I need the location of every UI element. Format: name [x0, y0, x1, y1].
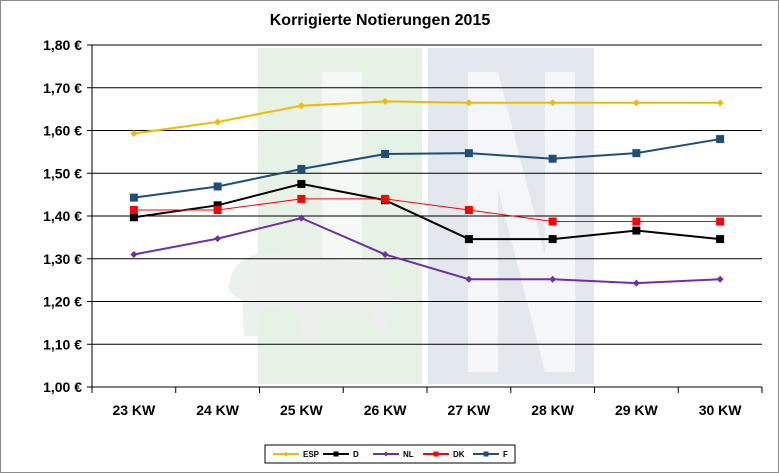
data-point	[632, 217, 641, 226]
y-tick-label: 1,60 €	[43, 123, 82, 139]
data-point	[213, 201, 222, 210]
series-esp	[130, 97, 724, 137]
data-point	[297, 164, 306, 173]
chart-title: Korrigierte Notierungen 2015	[270, 12, 491, 29]
watermark-pig-silhouette	[228, 253, 393, 340]
legend-swatch-marker	[383, 451, 389, 457]
series-line-dk	[133, 198, 721, 223]
data-point	[214, 235, 222, 243]
x-tick-label: 28 KW	[531, 402, 575, 418]
series-line-esp	[133, 100, 721, 135]
legend-label: D	[353, 450, 359, 459]
data-point	[549, 275, 557, 283]
data-point	[297, 102, 305, 110]
data-point	[632, 279, 640, 287]
data-point	[716, 135, 725, 144]
data-point	[214, 118, 222, 126]
data-point	[716, 99, 724, 107]
x-tick-label: 29 KW	[615, 402, 659, 418]
data-point	[716, 275, 724, 283]
data-point	[632, 149, 641, 158]
data-point	[465, 275, 473, 283]
x-tick-label: 26 KW	[364, 402, 408, 418]
data-point	[716, 217, 725, 226]
data-point	[548, 154, 557, 163]
y-tick-label: 1,40 €	[43, 208, 82, 224]
y-axis-ticks: 1,00 € 1,10 € 1,20 € 1,30 € 1,40 € 1,50 € 1,60…	[43, 37, 92, 395]
data-point	[716, 235, 725, 244]
y-tick-label: 1,20 €	[43, 294, 82, 310]
x-tick-label: 24 KW	[196, 402, 240, 418]
data-point	[129, 206, 138, 215]
data-point	[297, 194, 306, 203]
series-nl	[130, 214, 724, 287]
y-tick-label: 1,70 €	[43, 80, 82, 96]
data-point	[297, 214, 305, 222]
series-lines	[129, 97, 725, 287]
x-tick-label: 27 KW	[447, 402, 491, 418]
watermark-letter-i	[322, 72, 362, 292]
data-point	[632, 99, 640, 107]
legend-label: F	[503, 450, 508, 459]
data-point	[548, 235, 557, 244]
data-point	[213, 206, 222, 215]
data-point	[549, 99, 557, 107]
data-point	[465, 99, 473, 107]
legend-label: NL	[403, 450, 414, 459]
x-tick-label: 25 KW	[280, 402, 324, 418]
x-axis-ticks: 23 KW 24 KW 25 KW 26 KW 27 KW 28 KW 29 KW 30 KW	[91, 387, 763, 418]
legend: ESP D NL DK F	[264, 444, 516, 464]
legend-swatch-marker	[483, 451, 489, 457]
grid-lines	[92, 44, 762, 388]
legend-label: DK	[453, 450, 465, 459]
series-line-d	[133, 182, 721, 241]
data-point	[130, 129, 138, 137]
data-point	[297, 179, 306, 188]
legend-swatch-marker	[283, 451, 289, 457]
data-point	[548, 217, 557, 226]
data-point	[130, 250, 138, 258]
data-point	[381, 250, 389, 258]
legend-swatch-marker	[333, 451, 339, 457]
legend-swatch-marker	[433, 451, 439, 457]
y-tick-label: 1,00 €	[43, 379, 82, 395]
series-line-nl	[133, 217, 721, 285]
data-point	[632, 226, 641, 235]
y-tick-label: 1,50 €	[43, 165, 82, 181]
data-point	[464, 235, 473, 244]
data-point	[381, 194, 390, 203]
y-tick-label: 1,30 €	[43, 251, 82, 267]
data-point	[464, 206, 473, 215]
watermark-letter-n-diagonal	[468, 72, 575, 372]
y-tick-label: 1,80 €	[43, 37, 82, 53]
series-f	[129, 135, 725, 202]
series-line-f	[133, 138, 721, 199]
data-point	[213, 182, 222, 191]
y-tick-label: 1,10 €	[43, 336, 82, 352]
data-point	[381, 97, 389, 105]
legend-label: ESP	[303, 450, 320, 459]
series-dk	[129, 194, 725, 226]
data-point	[381, 150, 390, 159]
x-tick-label: 30 KW	[699, 402, 743, 418]
data-point	[464, 149, 473, 158]
data-point	[129, 193, 138, 202]
data-point	[129, 213, 138, 222]
x-tick-label: 23 KW	[112, 402, 156, 418]
